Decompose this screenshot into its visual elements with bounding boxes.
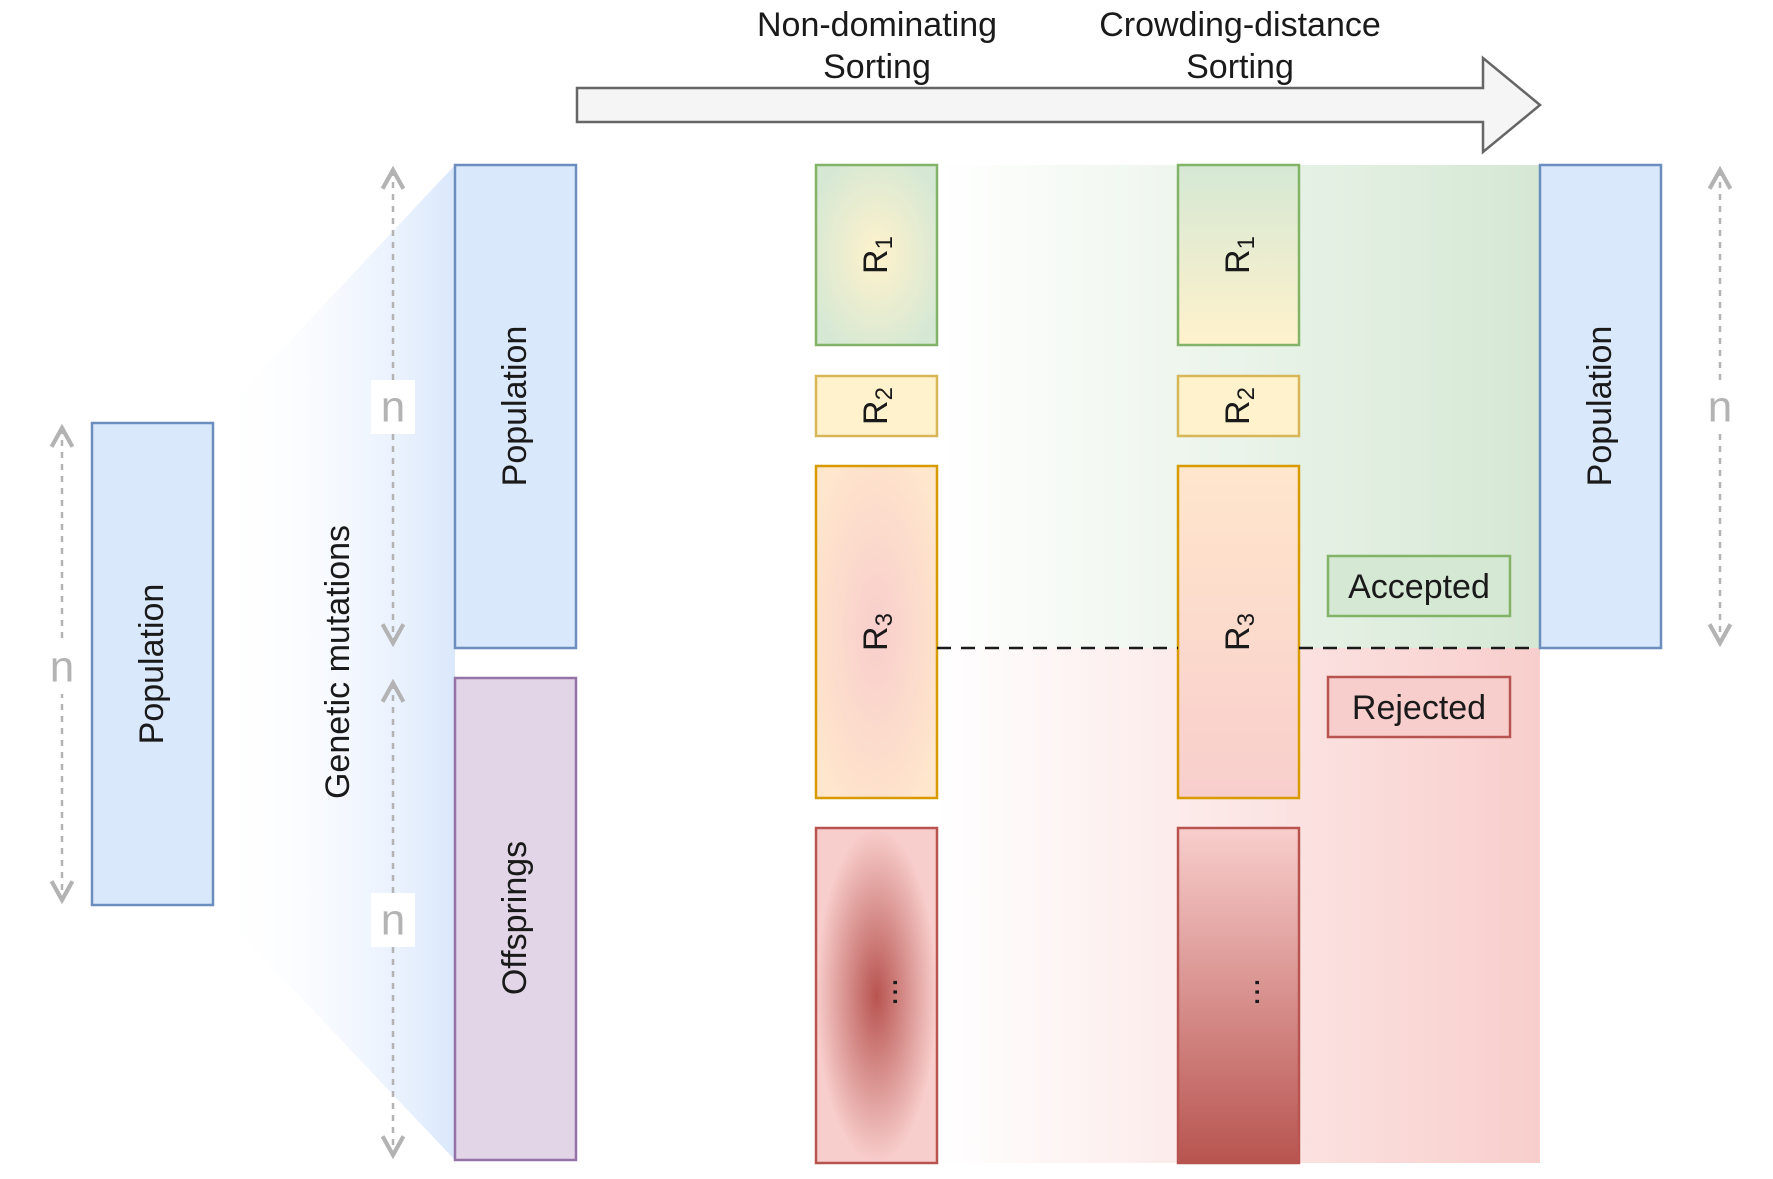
- rank-2-label-crowding: R2: [1219, 387, 1260, 425]
- step1-title-line2: Sorting: [823, 48, 931, 86]
- remaining-ranks-box-sorted: [814, 826, 939, 1165]
- rejected-legend-box: [1326, 675, 1512, 739]
- rank-1-box-crowding: [1176, 163, 1301, 347]
- offsprings-size-label: n: [381, 896, 405, 945]
- initial-size-label: n: [50, 643, 74, 692]
- final-population-box: [1538, 163, 1663, 650]
- remaining-ranks-ellipsis-crowding: ...: [1229, 978, 1267, 1006]
- initial-population-label: Population: [133, 584, 171, 745]
- offsprings-box: [453, 676, 578, 1162]
- final-size-label-bg: [1698, 380, 1742, 434]
- initial-size-label-bg: [40, 640, 84, 694]
- rank-1-label-crowding: R1: [1219, 236, 1260, 274]
- offsprings-label: Offsprings: [496, 841, 534, 995]
- remaining-ranks-box-crowding: [1176, 826, 1301, 1165]
- parent-population-box: [453, 163, 578, 650]
- parent-size-label-bg: [371, 380, 415, 434]
- process-arrow: [575, 55, 1542, 155]
- rank-3-label-crowding: R3: [1219, 613, 1260, 651]
- rank-3-box-crowding: [1176, 464, 1301, 800]
- accepted-legend-label: Accepted: [1348, 568, 1490, 606]
- final-population-label: Population: [1581, 326, 1619, 487]
- rank-2-box-sorted: [814, 374, 939, 438]
- rank-3-label-sorted: R3: [857, 613, 898, 651]
- rank-2-box-crowding: [1176, 374, 1301, 438]
- offsprings-size-label-bg: [371, 893, 415, 947]
- parent-population-label: Population: [496, 326, 534, 487]
- parent-size-label: n: [381, 383, 405, 432]
- final-size-label: n: [1708, 383, 1732, 432]
- initial-population-box: [90, 421, 215, 907]
- rank-3-box-sorted: [814, 464, 939, 800]
- remaining-ranks-ellipsis-sorted: ...: [867, 978, 905, 1006]
- genetic-mutations-label: Genetic mutations: [319, 525, 357, 799]
- accepted-legend-box: [1326, 554, 1512, 618]
- step1-title-line1: Non-dominating: [757, 6, 997, 44]
- step2-title-line1: Crowding-distance: [1099, 6, 1381, 44]
- rejected-legend-label: Rejected: [1352, 689, 1486, 727]
- rank-1-label-sorted: R1: [857, 236, 898, 274]
- rank-1-box-sorted: [814, 163, 939, 347]
- rank-2-label-sorted: R2: [857, 387, 898, 425]
- step2-title-line2: Sorting: [1186, 48, 1294, 86]
